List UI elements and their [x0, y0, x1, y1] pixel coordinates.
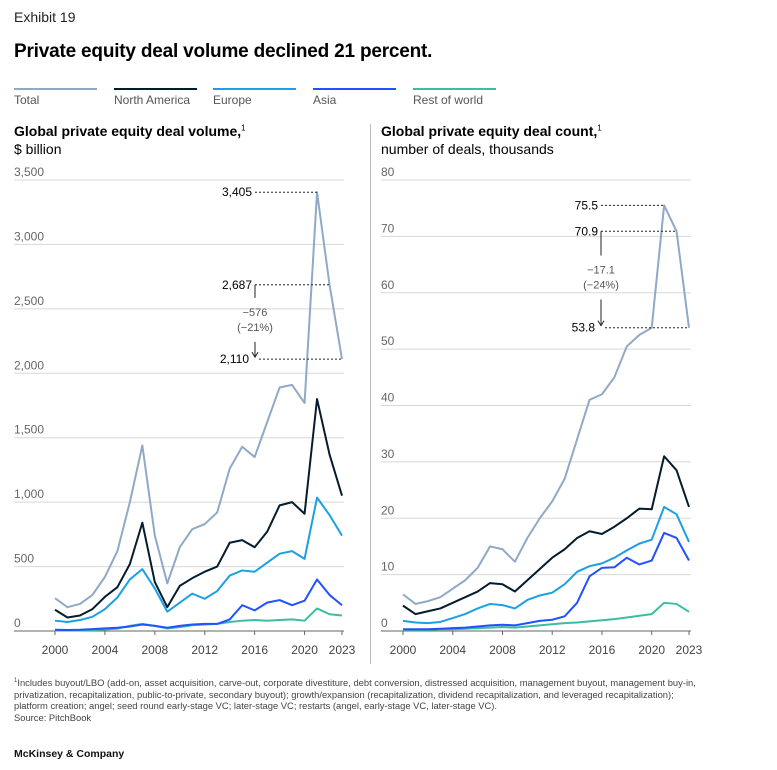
y-tick-label: 20 [381, 503, 395, 517]
y-tick-label: 500 [14, 552, 34, 566]
left-chart-title-text: Global private equity deal volume, [14, 123, 242, 139]
x-tick-label: 2008 [141, 643, 168, 657]
annotation-arrow-head [597, 320, 605, 327]
legend-item-europe: Europe [213, 88, 296, 107]
y-tick-label: 1,500 [14, 423, 44, 437]
footnote-text: Includes buyout/LBO (add-on, asset acqui… [14, 677, 696, 712]
x-tick-label: 2000 [390, 643, 417, 657]
source: Source: PitchBook [14, 712, 92, 723]
right-chart-title-text: Global private equity deal count, [381, 123, 598, 139]
series-line-europe [402, 505, 690, 625]
y-tick-label: 10 [381, 560, 395, 574]
legend-swatch [14, 88, 97, 90]
y-tick-label: 80 [381, 165, 395, 179]
brand-logo-text: McKinsey & Company [14, 748, 125, 760]
annotation-peak-label: 75.5 [575, 198, 599, 212]
series-line-asia [54, 578, 343, 631]
footnote: 1Includes buyout/LBO (add-on, asset acqu… [14, 676, 704, 712]
series-line-north-america [54, 398, 343, 619]
annotation-arrow-head [251, 351, 259, 359]
deal-volume-chart: 0 500 1,000 1,500 2,000 2,500 3,000 3,500 2000 20… [14, 165, 356, 657]
footnote-marker: 1 [14, 678, 18, 684]
left-chart-subtitle: $ billion [14, 141, 62, 157]
annotation-prev-label: 70.9 [575, 224, 599, 238]
page-title: Private equity deal volume declined 21 p… [14, 41, 433, 62]
y-tick-label: 3,000 [14, 229, 44, 243]
series-line-rest-of-world [403, 601, 690, 631]
y-tick-label: 2,000 [14, 358, 44, 372]
x-tick-label: 2016 [241, 643, 268, 657]
y-tick-label: 0 [14, 616, 21, 630]
exhibit-label: Exhibit 19 [14, 9, 76, 25]
annotation-last-label: 53.8 [572, 321, 596, 335]
legend-item-total: Total [14, 88, 97, 107]
right-chart-title: Global private equity deal count,1 [381, 123, 602, 139]
legend-item-rest-of-world: Rest of world [413, 88, 496, 107]
x-tick-label: 2023 [329, 643, 356, 657]
annotation-change-value: −17.1 [587, 265, 615, 277]
x-tick-label: 2020 [291, 643, 318, 657]
x-tick-label: 2016 [589, 643, 616, 657]
y-tick-label: 30 [381, 447, 395, 461]
x-tick-label: 2008 [489, 643, 516, 657]
annotation-last-label: 2,110 [220, 352, 249, 366]
series-line-total [54, 191, 343, 609]
x-tick-label: 2012 [539, 643, 566, 657]
legend-label: Rest of world [413, 93, 484, 107]
series-line-europe [54, 496, 343, 623]
annotation-peak-label: 3,405 [222, 185, 252, 199]
annotation-change-pct: (−21%) [237, 322, 273, 334]
y-tick-label: 60 [381, 278, 395, 292]
x-tick-label: 2004 [439, 643, 466, 657]
annotation-change-pct: (−24%) [583, 280, 619, 292]
legend-label: North America [114, 93, 191, 107]
legend-item-north-america: North America [114, 88, 197, 107]
legend-label: Total [14, 93, 40, 107]
x-tick-label: 2023 [676, 643, 703, 657]
legend: Total North America Europe Asia Rest of … [14, 88, 514, 108]
y-tick-label: 3,500 [14, 165, 44, 179]
legend-item-asia: Asia [313, 88, 396, 107]
left-chart-footnote-marker: 1 [241, 123, 246, 133]
series-line-total [402, 204, 690, 605]
right-chart-footnote-marker: 1 [597, 123, 602, 133]
legend-swatch [413, 88, 496, 90]
deal-count-chart: 0 10 20 30 40 50 60 70 80 2000 2004 2008 2012 2016 202… [381, 165, 703, 657]
y-tick-label: 2,500 [14, 294, 44, 308]
series-line-asia [403, 531, 690, 631]
left-chart-title: Global private equity deal volume,1 [14, 123, 246, 139]
x-tick-label: 2020 [638, 643, 665, 657]
y-tick-label: 0 [381, 616, 388, 630]
y-tick-label: 50 [381, 334, 395, 348]
y-tick-label: 70 [381, 221, 395, 235]
series-line-rest-of-world [55, 607, 343, 632]
annotation-change-value: −576 [243, 307, 268, 319]
legend-swatch [313, 88, 396, 90]
panel-divider [370, 124, 371, 664]
legend-swatch [114, 88, 197, 90]
legend-label: Asia [313, 93, 337, 107]
series-line-north-america [402, 455, 690, 616]
legend-swatch [213, 88, 296, 90]
x-tick-label: 2004 [92, 643, 119, 657]
x-tick-label: 2000 [42, 643, 69, 657]
legend-label: Europe [213, 93, 252, 107]
annotation-prev-label: 2,687 [222, 278, 252, 292]
y-tick-label: 40 [381, 391, 395, 405]
x-tick-label: 2012 [191, 643, 218, 657]
right-chart-subtitle: number of deals, thousands [381, 141, 554, 157]
y-tick-label: 1,000 [14, 487, 44, 501]
